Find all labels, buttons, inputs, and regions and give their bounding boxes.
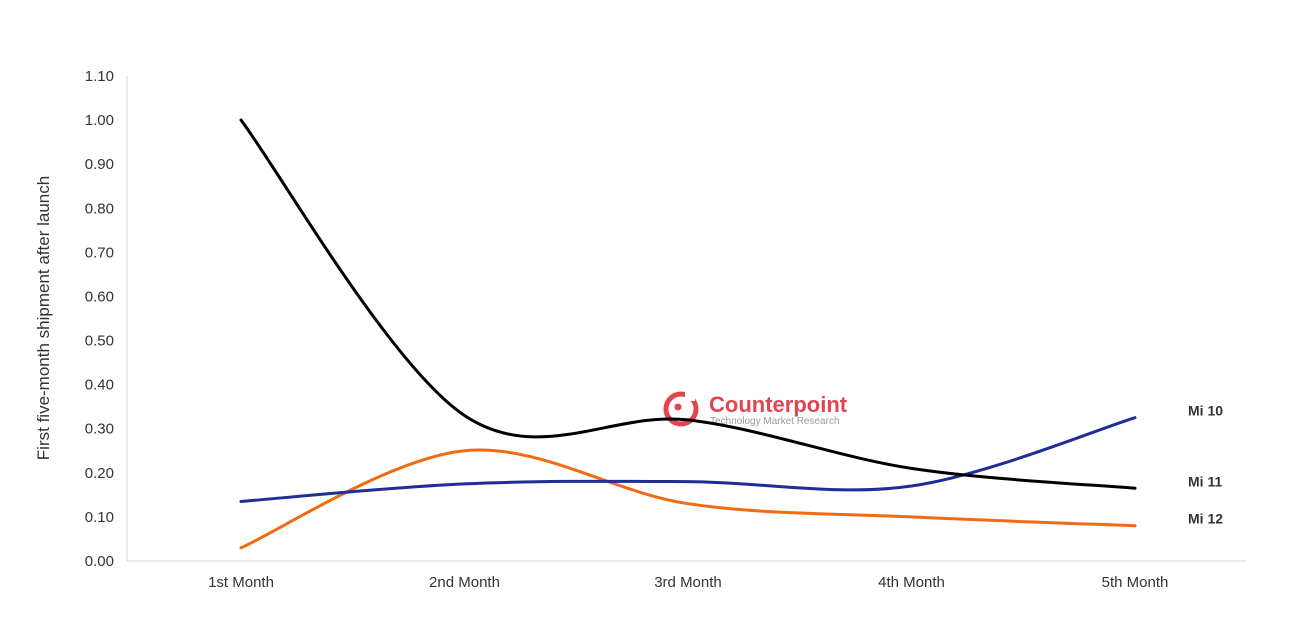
y-tick-labels: 0.00 0.10 0.20 0.30 0.40 0.50 0.60 0.70 0.80 0.90…: [85, 68, 114, 570]
x-tick-label: 5th Month: [1102, 574, 1169, 591]
series-labels: Mi 10 Mi 11 Mi 12: [1188, 403, 1223, 527]
y-tick-label: 1.00: [85, 112, 114, 129]
counterpoint-logo-icon: [663, 391, 699, 427]
y-tick-label: 0.10: [85, 509, 114, 526]
x-tick-label: 1st Month: [208, 574, 274, 591]
y-tick-label: 0.50: [85, 333, 114, 350]
series-label-mi-11: Mi 11: [1188, 473, 1222, 489]
x-tick-label: 2nd Month: [429, 574, 500, 591]
y-tick-label: 0.90: [85, 156, 114, 173]
y-tick-label: 0.30: [85, 421, 114, 438]
x-tick-label: 4th Month: [878, 574, 945, 591]
y-tick-label: 0.80: [85, 200, 114, 217]
y-tick-label: 0.00: [85, 553, 114, 570]
y-tick-label: 0.70: [85, 244, 114, 261]
watermark-subtitle: Technology Market Research: [710, 416, 840, 427]
series-line-mi-10: [239, 118, 1137, 490]
series-label-mi-12: Mi 12: [1188, 511, 1223, 527]
series-line-mi-12: [239, 448, 1137, 550]
y-tick-label: 1.10: [85, 68, 114, 85]
y-axis-title: First five-month shipment after launch: [34, 176, 53, 460]
series-label-mi-10: Mi 10: [1188, 403, 1223, 419]
watermark-name: Counterpoint: [709, 392, 848, 417]
y-tick-label: 0.60: [85, 288, 114, 305]
chart-axes: [126, 76, 1246, 562]
x-tick-labels: 1st Month 2nd Month 3rd Month 4th Month 5th …: [208, 574, 1168, 591]
counterpoint-watermark: Counterpoint Technology Market Research: [663, 391, 848, 427]
y-tick-label: 0.40: [85, 377, 114, 394]
series-lines: [239, 118, 1137, 550]
series-line-mi-11: [239, 416, 1137, 503]
y-tick-label: 0.20: [85, 465, 114, 482]
x-tick-label: 3rd Month: [654, 574, 722, 591]
